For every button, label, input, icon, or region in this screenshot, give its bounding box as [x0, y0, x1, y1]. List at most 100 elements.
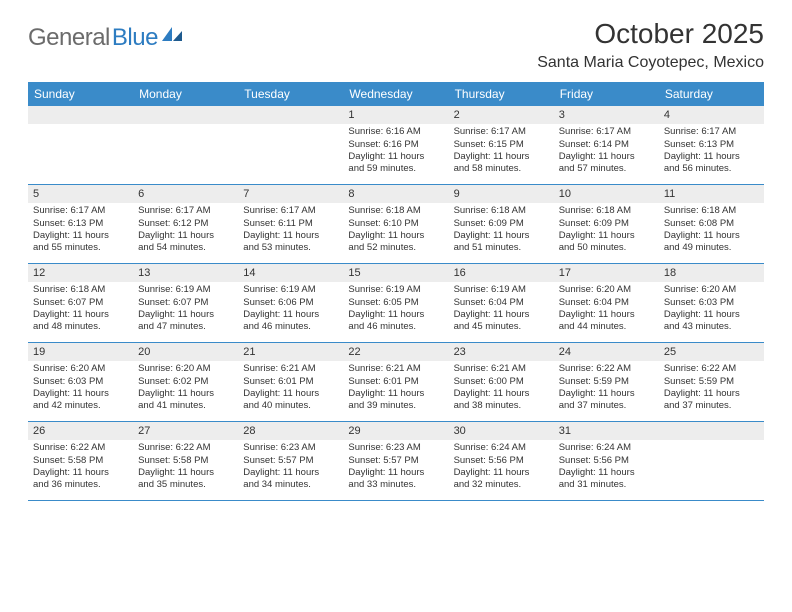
day-line: and 50 minutes. — [559, 242, 654, 254]
day-line: and 52 minutes. — [348, 242, 443, 254]
day-body: Sunrise: 6:22 AMSunset: 5:59 PMDaylight:… — [554, 361, 659, 416]
day-line: and 47 minutes. — [138, 321, 233, 333]
day-cell: 10Sunrise: 6:18 AMSunset: 6:09 PMDayligh… — [554, 185, 659, 263]
day-line: Daylight: 11 hours — [664, 309, 759, 321]
weekday-header: Monday — [133, 82, 238, 106]
day-line: Sunrise: 6:17 AM — [454, 126, 549, 138]
day-line: Sunrise: 6:19 AM — [348, 284, 443, 296]
day-line: Sunset: 6:02 PM — [138, 376, 233, 388]
day-body: Sunrise: 6:17 AMSunset: 6:15 PMDaylight:… — [449, 124, 554, 179]
day-line: and 40 minutes. — [243, 400, 338, 412]
day-body — [28, 124, 133, 130]
day-body: Sunrise: 6:18 AMSunset: 6:10 PMDaylight:… — [343, 203, 448, 258]
day-body: Sunrise: 6:22 AMSunset: 5:59 PMDaylight:… — [659, 361, 764, 416]
day-number: 3 — [554, 106, 659, 124]
day-line: Daylight: 11 hours — [559, 309, 654, 321]
day-line: Daylight: 11 hours — [138, 309, 233, 321]
weekday-header: Saturday — [659, 82, 764, 106]
day-cell: 19Sunrise: 6:20 AMSunset: 6:03 PMDayligh… — [28, 343, 133, 421]
day-number: 23 — [449, 343, 554, 361]
day-line: Sunset: 6:10 PM — [348, 218, 443, 230]
day-line: Sunset: 6:12 PM — [138, 218, 233, 230]
day-line: Sunset: 6:03 PM — [664, 297, 759, 309]
day-line: Sunrise: 6:22 AM — [138, 442, 233, 454]
day-line: Sunrise: 6:19 AM — [138, 284, 233, 296]
day-line: Sunset: 6:07 PM — [138, 297, 233, 309]
day-line: and 41 minutes. — [138, 400, 233, 412]
day-line: and 34 minutes. — [243, 479, 338, 491]
day-line: Sunset: 6:15 PM — [454, 139, 549, 151]
day-line: Sunset: 6:00 PM — [454, 376, 549, 388]
day-line: Daylight: 11 hours — [243, 230, 338, 242]
day-body: Sunrise: 6:23 AMSunset: 5:57 PMDaylight:… — [238, 440, 343, 495]
day-line: Sunrise: 6:18 AM — [559, 205, 654, 217]
day-line: Daylight: 11 hours — [348, 151, 443, 163]
day-number: 24 — [554, 343, 659, 361]
week-row: 12Sunrise: 6:18 AMSunset: 6:07 PMDayligh… — [28, 264, 764, 343]
day-line: and 46 minutes. — [243, 321, 338, 333]
day-number: 27 — [133, 422, 238, 440]
day-number: 26 — [28, 422, 133, 440]
day-number: 4 — [659, 106, 764, 124]
day-body: Sunrise: 6:21 AMSunset: 6:00 PMDaylight:… — [449, 361, 554, 416]
day-cell — [238, 106, 343, 184]
day-number: 16 — [449, 264, 554, 282]
title-block: October 2025 Santa Maria Coyotepec, Mexi… — [537, 18, 764, 72]
day-number-empty — [28, 106, 133, 124]
day-line: Sunrise: 6:23 AM — [243, 442, 338, 454]
weekday-header: Thursday — [449, 82, 554, 106]
day-body: Sunrise: 6:22 AMSunset: 5:58 PMDaylight:… — [28, 440, 133, 495]
day-line: and 31 minutes. — [559, 479, 654, 491]
weekday-header: Wednesday — [343, 82, 448, 106]
day-line: and 59 minutes. — [348, 163, 443, 175]
day-line: Sunrise: 6:22 AM — [33, 442, 128, 454]
day-cell: 11Sunrise: 6:18 AMSunset: 6:08 PMDayligh… — [659, 185, 764, 263]
day-line: Daylight: 11 hours — [348, 467, 443, 479]
day-cell: 8Sunrise: 6:18 AMSunset: 6:10 PMDaylight… — [343, 185, 448, 263]
day-cell: 30Sunrise: 6:24 AMSunset: 5:56 PMDayligh… — [449, 422, 554, 500]
day-line: Daylight: 11 hours — [33, 467, 128, 479]
day-line: Sunset: 5:56 PM — [559, 455, 654, 467]
day-line: Sunset: 6:01 PM — [348, 376, 443, 388]
day-number: 10 — [554, 185, 659, 203]
day-line: and 44 minutes. — [559, 321, 654, 333]
week-row: 26Sunrise: 6:22 AMSunset: 5:58 PMDayligh… — [28, 422, 764, 501]
day-number-empty — [659, 422, 764, 440]
day-line: and 53 minutes. — [243, 242, 338, 254]
day-cell: 16Sunrise: 6:19 AMSunset: 6:04 PMDayligh… — [449, 264, 554, 342]
day-cell: 24Sunrise: 6:22 AMSunset: 5:59 PMDayligh… — [554, 343, 659, 421]
day-line: Sunset: 6:16 PM — [348, 139, 443, 151]
day-line: Daylight: 11 hours — [454, 151, 549, 163]
day-cell: 21Sunrise: 6:21 AMSunset: 6:01 PMDayligh… — [238, 343, 343, 421]
day-number: 7 — [238, 185, 343, 203]
day-line: and 38 minutes. — [454, 400, 549, 412]
day-cell: 13Sunrise: 6:19 AMSunset: 6:07 PMDayligh… — [133, 264, 238, 342]
day-body — [659, 440, 764, 446]
day-line: Daylight: 11 hours — [243, 467, 338, 479]
logo-sail-icon — [162, 25, 184, 48]
day-line: Daylight: 11 hours — [559, 388, 654, 400]
day-line: Sunrise: 6:17 AM — [33, 205, 128, 217]
day-cell: 1Sunrise: 6:16 AMSunset: 6:16 PMDaylight… — [343, 106, 448, 184]
day-body: Sunrise: 6:17 AMSunset: 6:11 PMDaylight:… — [238, 203, 343, 258]
day-line: Sunrise: 6:17 AM — [243, 205, 338, 217]
day-line: and 51 minutes. — [454, 242, 549, 254]
day-line: Sunrise: 6:20 AM — [559, 284, 654, 296]
day-line: Daylight: 11 hours — [33, 309, 128, 321]
day-line: Daylight: 11 hours — [664, 388, 759, 400]
day-cell: 27Sunrise: 6:22 AMSunset: 5:58 PMDayligh… — [133, 422, 238, 500]
day-body: Sunrise: 6:22 AMSunset: 5:58 PMDaylight:… — [133, 440, 238, 495]
day-line: Sunset: 5:59 PM — [664, 376, 759, 388]
day-line: Sunset: 6:04 PM — [559, 297, 654, 309]
day-cell: 20Sunrise: 6:20 AMSunset: 6:02 PMDayligh… — [133, 343, 238, 421]
day-number: 9 — [449, 185, 554, 203]
day-line: Daylight: 11 hours — [348, 230, 443, 242]
day-body: Sunrise: 6:21 AMSunset: 6:01 PMDaylight:… — [343, 361, 448, 416]
day-line: Sunrise: 6:17 AM — [138, 205, 233, 217]
day-line: Sunset: 6:14 PM — [559, 139, 654, 151]
day-number: 11 — [659, 185, 764, 203]
day-body: Sunrise: 6:24 AMSunset: 5:56 PMDaylight:… — [554, 440, 659, 495]
day-line: Sunrise: 6:18 AM — [33, 284, 128, 296]
day-cell: 28Sunrise: 6:23 AMSunset: 5:57 PMDayligh… — [238, 422, 343, 500]
day-line: Daylight: 11 hours — [138, 230, 233, 242]
